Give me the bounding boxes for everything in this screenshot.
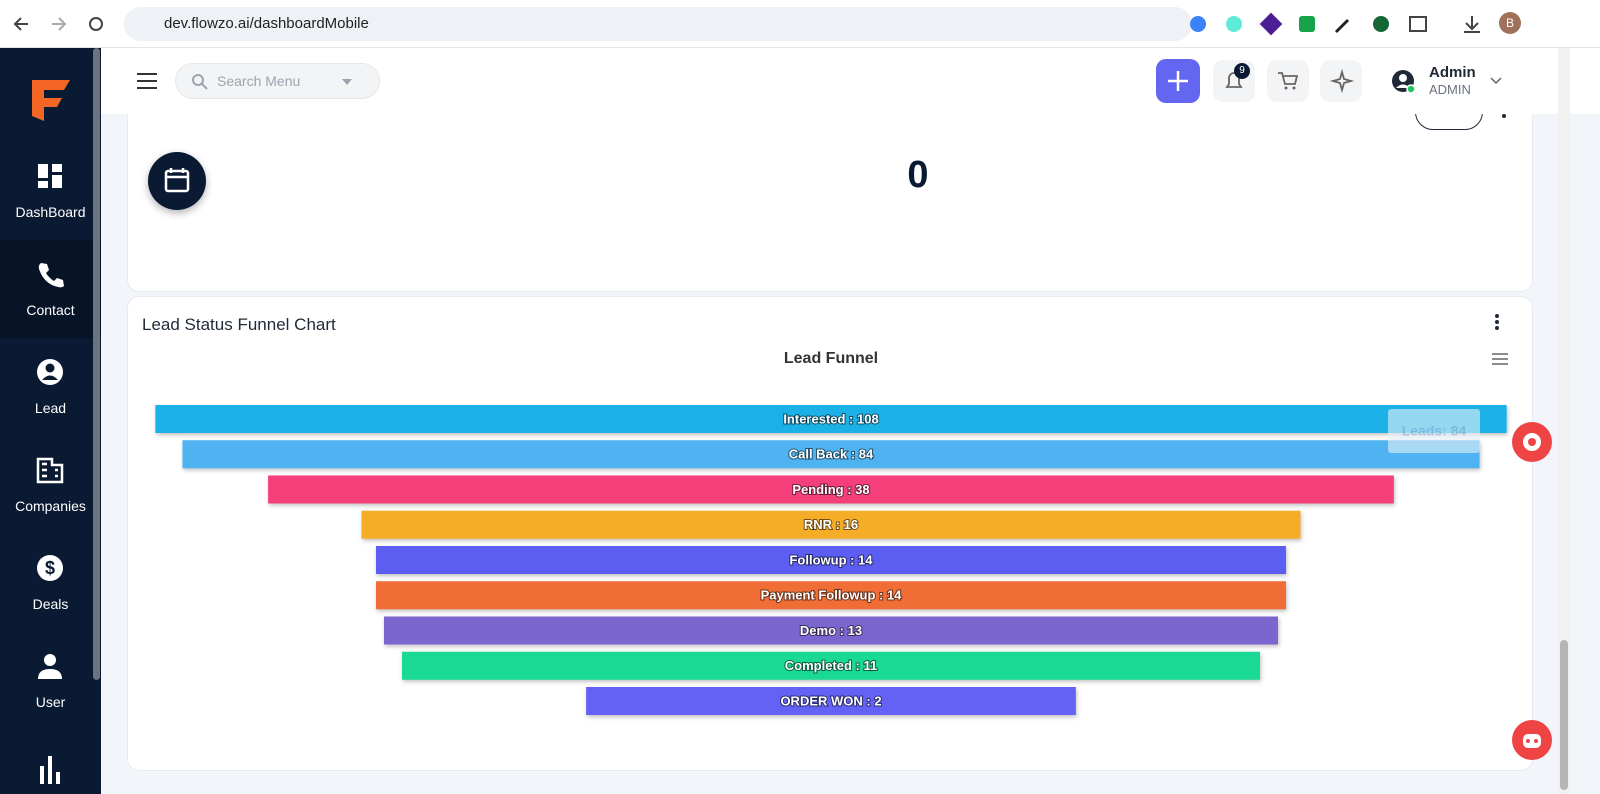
funnel-chart: Lead Funnel Interested : 108 Call Back : … (155, 350, 1508, 715)
segment-label: Call Back : 84 (789, 447, 874, 462)
page-scrollbar (1558, 48, 1570, 794)
user-name: Admin (1429, 64, 1476, 81)
nav-label: User (35, 694, 66, 710)
extensions (1190, 12, 1480, 36)
summary-value: 0 (907, 154, 929, 196)
card-menu[interactable] (1494, 313, 1500, 331)
export-menu[interactable] (1492, 353, 1508, 365)
funnel-segment (375, 581, 1287, 610)
chart-title: Lead Funnel (784, 350, 878, 367)
funnel-segment (361, 510, 1301, 539)
nav-item[interactable]: $ Deals (0, 534, 101, 632)
segment-label: RNR : 16 (804, 517, 858, 532)
nav-label: Companies (15, 498, 86, 514)
nav-item[interactable]: Lead (0, 338, 101, 436)
nav-item[interactable]: Companies (0, 436, 101, 534)
funnel-segment (182, 440, 1480, 469)
tooltip-box (1388, 409, 1480, 453)
settings-button[interactable] (1512, 422, 1552, 462)
segment-label: Payment Followup : 14 (761, 588, 903, 603)
search-placeholder: Search Menu (217, 73, 301, 89)
notifications-button[interactable]: 9 (1213, 60, 1255, 102)
user-menu-caret[interactable] (1490, 77, 1502, 85)
svg-text:$: $ (45, 558, 55, 578)
search-menu[interactable]: Search Menu (175, 63, 380, 99)
add-button[interactable] (1156, 59, 1200, 103)
ai-button[interactable] (1320, 60, 1362, 102)
segment-label: Pending : 38 (792, 482, 869, 497)
user-avatar[interactable] (1391, 69, 1417, 95)
segment-label: Completed : 11 (785, 658, 877, 673)
segment-label: Followup : 14 (789, 552, 873, 567)
top-header: Search Menu 9 Admin ADMIN (101, 48, 1600, 114)
tooltip-text: Leads: 84 (1402, 423, 1467, 439)
funnel-segment (268, 475, 1394, 504)
summary-card: View 0 (127, 94, 1533, 292)
user-role: ADMIN (1429, 82, 1471, 97)
chatbot-button[interactable] (1512, 720, 1552, 760)
funnel-card: Lead Status Funnel Chart Lead Funnel Int… (127, 296, 1533, 771)
nav-label: Contact (26, 302, 75, 318)
notification-badge: 9 (1234, 63, 1250, 79)
nav-label: DashBoard (15, 204, 86, 220)
nav-buttons[interactable] (12, 12, 112, 36)
funnel-segment (586, 687, 1076, 715)
funnel-segment (375, 546, 1287, 574)
segment-label: Demo : 13 (800, 623, 862, 638)
menu-toggle[interactable] (136, 72, 158, 90)
reports-icon[interactable] (38, 754, 62, 784)
nav-item[interactable]: User (0, 632, 101, 730)
menu-dots[interactable] (1502, 114, 1506, 118)
nav-item[interactable]: DashBoard (0, 142, 101, 240)
nav-label: Deals (32, 596, 69, 612)
segment-label: Interested : 108 (783, 411, 878, 426)
nav-item[interactable]: Contact (0, 240, 101, 338)
nav-label: Lead (34, 400, 67, 416)
address-bar[interactable]: dev.flowzo.ai/dashboardMobile (124, 7, 1192, 41)
cart-button[interactable] (1267, 60, 1309, 102)
scrollbar (93, 48, 100, 680)
logo (32, 80, 70, 121)
funnel-segment (402, 651, 1260, 680)
profile-avatar[interactable]: B (1499, 12, 1521, 34)
calendar-button[interactable] (148, 152, 206, 210)
segment-label: ORDER WON : 2 (780, 693, 881, 708)
funnel-segment (155, 405, 1507, 433)
card-title: Lead Status Funnel Chart (142, 315, 336, 334)
browser-bar: dev.flowzo.ai/dashboardMobile B (0, 0, 1600, 48)
funnel-segment (383, 616, 1279, 645)
sidebar: DashBoard Contact Lead Companies $ Deals … (0, 48, 101, 794)
